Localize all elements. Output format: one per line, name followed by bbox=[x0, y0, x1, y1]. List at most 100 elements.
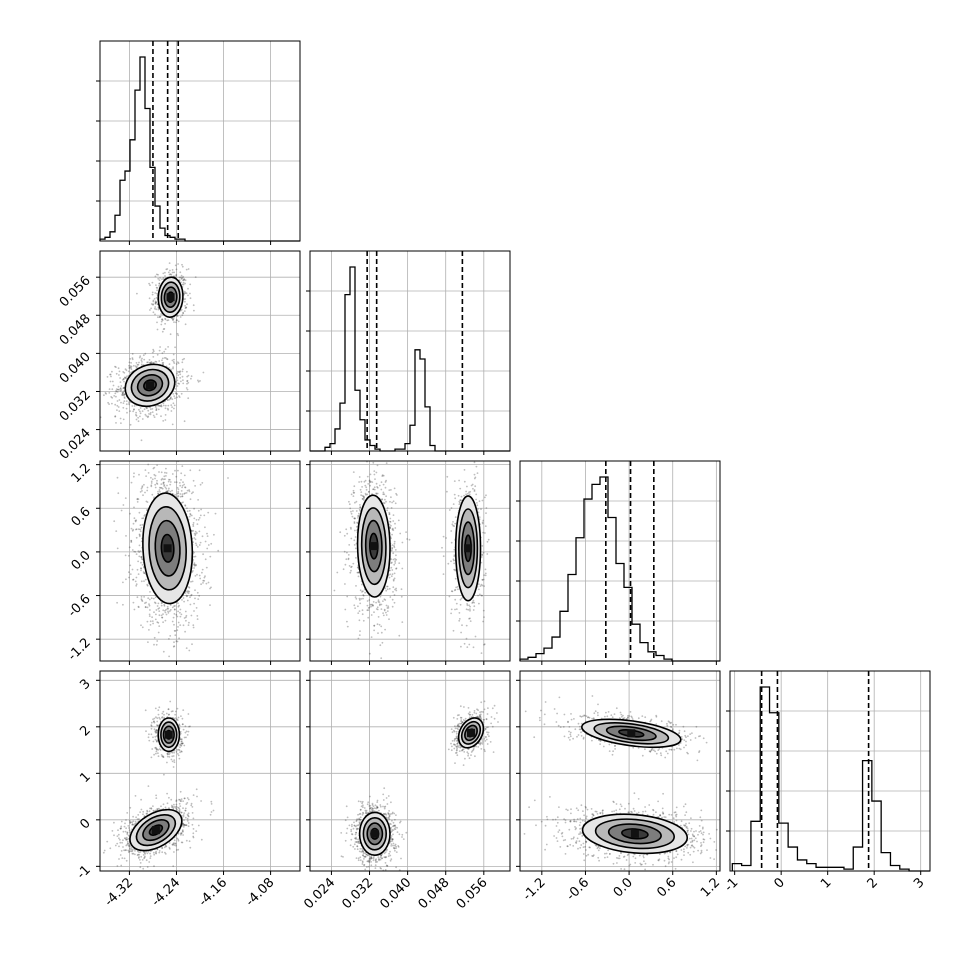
sample-point bbox=[384, 486, 387, 489]
sample-point bbox=[484, 532, 486, 534]
sample-point bbox=[161, 487, 164, 490]
sample-point bbox=[131, 353, 134, 355]
sample-point bbox=[188, 509, 191, 512]
sample-point bbox=[353, 491, 356, 494]
sample-point bbox=[384, 628, 386, 631]
sample-point bbox=[152, 356, 155, 358]
sample-point bbox=[160, 487, 163, 489]
sample-point bbox=[184, 610, 187, 613]
sample-point bbox=[141, 600, 144, 602]
sample-point bbox=[149, 309, 151, 311]
sample-point bbox=[188, 515, 191, 518]
sample-point bbox=[375, 601, 377, 604]
sample-point bbox=[172, 402, 175, 405]
sample-point bbox=[368, 606, 371, 609]
sample-point bbox=[361, 498, 364, 500]
sample-point bbox=[171, 317, 174, 320]
sample-point bbox=[195, 542, 197, 545]
sample-point bbox=[202, 371, 205, 374]
sample-point bbox=[155, 361, 158, 363]
sample-point bbox=[118, 370, 121, 373]
sample-point bbox=[373, 473, 376, 476]
sample-point bbox=[173, 623, 175, 626]
sample-point bbox=[198, 594, 201, 597]
sample-point bbox=[181, 599, 183, 601]
sample-point bbox=[138, 473, 140, 476]
sample-point bbox=[353, 522, 356, 524]
sample-point bbox=[187, 381, 190, 384]
sample-point bbox=[173, 641, 175, 644]
sample-point bbox=[177, 490, 180, 493]
sample-point bbox=[115, 366, 117, 368]
sample-point bbox=[164, 322, 167, 325]
sample-point bbox=[113, 395, 116, 397]
sample-point bbox=[459, 487, 462, 490]
sample-point bbox=[157, 602, 160, 605]
sample-point bbox=[461, 624, 463, 627]
sample-point bbox=[173, 407, 175, 410]
sample-point bbox=[388, 511, 391, 514]
sample-point bbox=[181, 358, 184, 361]
sample-point bbox=[371, 481, 374, 483]
sample-point bbox=[157, 404, 160, 407]
y-tick-label: 0.032 bbox=[57, 388, 94, 425]
sample-point bbox=[156, 621, 159, 623]
sample-point bbox=[347, 554, 350, 556]
sample-point bbox=[369, 603, 372, 606]
sample-point bbox=[458, 612, 461, 614]
sample-point bbox=[376, 623, 379, 626]
sample-point bbox=[150, 597, 153, 600]
sample-point bbox=[122, 402, 125, 404]
sample-point bbox=[155, 286, 158, 289]
sample-point bbox=[167, 480, 170, 483]
sample-point bbox=[120, 401, 122, 404]
sample-point bbox=[181, 666, 183, 668]
sample-point bbox=[482, 609, 485, 612]
sample-point bbox=[361, 494, 364, 497]
sample-point bbox=[183, 474, 186, 477]
sample-point bbox=[381, 498, 384, 501]
sample-point bbox=[457, 588, 459, 591]
sample-point bbox=[193, 563, 196, 566]
sample-point bbox=[130, 481, 133, 484]
sample-point bbox=[116, 400, 119, 402]
sample-point bbox=[196, 615, 199, 617]
sample-point bbox=[130, 365, 133, 368]
sample-point bbox=[169, 483, 172, 486]
sample-point bbox=[144, 513, 147, 516]
sample-point bbox=[481, 545, 484, 547]
sample-point bbox=[390, 558, 393, 561]
sample-point bbox=[176, 376, 178, 379]
sample-point bbox=[128, 546, 131, 549]
sample-point bbox=[190, 377, 192, 380]
sample-point bbox=[447, 562, 450, 565]
sample-point bbox=[379, 595, 382, 598]
sample-point bbox=[187, 294, 189, 297]
sample-point bbox=[159, 405, 162, 408]
sample-point bbox=[483, 585, 485, 587]
sample-point bbox=[174, 346, 177, 349]
sample-point bbox=[452, 629, 455, 632]
sample-point bbox=[481, 522, 484, 525]
sample-point bbox=[471, 602, 474, 604]
sample-point bbox=[164, 275, 166, 277]
sample-point bbox=[448, 595, 451, 598]
sample-point bbox=[180, 490, 183, 492]
sample-point bbox=[373, 486, 376, 489]
sample-point bbox=[148, 452, 150, 454]
sample-point bbox=[385, 604, 388, 607]
y-tick-label: 0.6 bbox=[69, 504, 94, 529]
sample-point bbox=[358, 508, 361, 511]
sample-point bbox=[343, 534, 346, 537]
sample-point bbox=[382, 483, 385, 486]
sample-point bbox=[175, 640, 178, 643]
sample-point bbox=[361, 609, 364, 612]
sample-point bbox=[398, 562, 401, 564]
y-tick-label: -0.6 bbox=[65, 592, 94, 621]
sample-point bbox=[156, 328, 159, 331]
sample-point bbox=[372, 601, 375, 603]
sample-point bbox=[170, 452, 172, 454]
panel-frame bbox=[99, 460, 301, 662]
sample-point bbox=[129, 564, 132, 567]
sample-point bbox=[116, 476, 119, 479]
